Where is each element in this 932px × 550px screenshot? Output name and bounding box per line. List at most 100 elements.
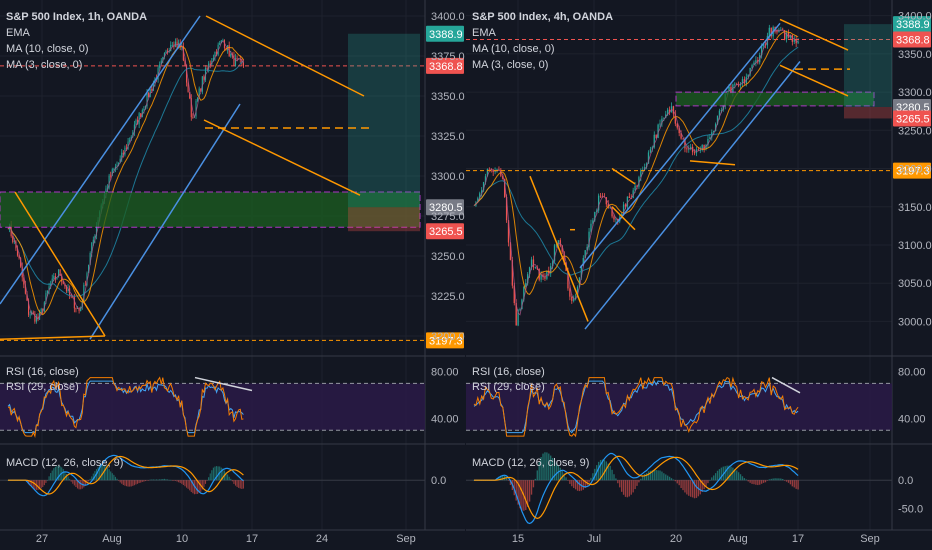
right-flag-a: [611, 167, 636, 185]
left-rsi-tick-label: 80.00: [431, 367, 459, 379]
right-price-tag-text: 3265.5: [896, 113, 930, 125]
left-candle-body: [122, 152, 124, 155]
left-candle-body: [121, 152, 123, 159]
left-x-tick-label: 10: [176, 533, 188, 545]
right-macd-hist-bar: [584, 480, 586, 489]
left-macd-hist-bar: [208, 477, 210, 481]
right-macd-hist-bar: [670, 478, 673, 481]
right-stop-zone: [844, 106, 892, 119]
left-macd-hist-bar: [54, 466, 56, 481]
right-candle-body: [701, 145, 703, 151]
left-macd-hist-bar: [168, 479, 170, 481]
left-candle-body: [20, 257, 22, 267]
right-macd-hist-bar: [653, 469, 655, 481]
right-macd-hist-bar: [705, 480, 707, 487]
left-candle-body: [201, 76, 203, 92]
right-macd-hist-bar: [505, 477, 508, 481]
right-candle-body: [538, 268, 540, 280]
right-price-tag-bg: [893, 110, 931, 127]
right-macd-hist-bar: [638, 480, 640, 483]
left-wedge-bottom: [203, 119, 361, 196]
right-chart-title: S&P 500 Index, 4h, OANDA: [472, 11, 614, 23]
right-candle-body: [728, 86, 730, 91]
right-candle-body: [663, 117, 665, 119]
left-candle-body: [220, 40, 222, 43]
left-macd-hist-bar: [203, 480, 205, 488]
right-price-tag: 3388.9: [893, 16, 931, 33]
left-macd-hist-bar: [45, 480, 47, 483]
right-macd-hist-bar: [690, 480, 692, 497]
right-macd-hist-bar: [548, 453, 550, 481]
right-rsi16-label[interactable]: RSI (16, close): [472, 366, 545, 378]
left-candle-body: [165, 50, 167, 54]
right-macd-hist-bar: [668, 476, 671, 481]
right-candle-body: [749, 67, 751, 75]
left-rsi29-label[interactable]: RSI (29, close): [6, 381, 79, 393]
left-chart-title: S&P 500 Index, 1h, OANDA: [6, 11, 148, 23]
left-candle-body: [84, 284, 86, 286]
left-candle-body: [34, 313, 36, 322]
right-candle-body: [540, 274, 542, 280]
left-macd-hist-bar: [144, 480, 147, 482]
left-legend-ma3[interactable]: MA (3, close, 0): [6, 59, 83, 71]
right-macd-hist-bar: [546, 452, 548, 481]
right-macd-hist-bar: [649, 470, 652, 481]
right-macd-hist-bar: [559, 467, 561, 481]
right-macd-hist-bar: [672, 479, 675, 481]
left-macd-hist-bar: [92, 473, 94, 481]
right-macd-hist-bar: [659, 470, 661, 481]
right-macd-hist-bar: [760, 480, 763, 484]
right-candle-body: [513, 285, 515, 303]
right-candle-body: [640, 170, 642, 178]
right-candle-body: [532, 259, 535, 268]
right-candle-body: [776, 30, 778, 33]
left-legend-ema[interactable]: EMA: [6, 27, 30, 39]
left-macd-label[interactable]: MACD (12, 26, close, 9): [6, 457, 124, 469]
left-candle-body: [234, 58, 237, 66]
left-price-tag: 3368.8: [426, 57, 464, 74]
right-y-tick-label: 3100.0: [898, 240, 932, 252]
left-rsi16-label[interactable]: RSI (16, close): [6, 366, 79, 378]
left-macd-hist-bar: [160, 479, 162, 481]
right-macd-hist-bar: [665, 474, 667, 481]
right-candle-body: [768, 27, 770, 36]
right-candle-body: [693, 152, 696, 154]
right-macd-hist-bar: [597, 461, 600, 481]
right-candle-body: [659, 123, 661, 125]
right-candle-body: [770, 27, 772, 37]
left-macd-hist-bar: [73, 480, 75, 486]
right-macd-tick-label: -50.0: [898, 504, 923, 516]
right-legend-ema[interactable]: EMA: [472, 27, 496, 39]
left-macd-hist-bar: [130, 480, 132, 487]
right-macd-hist-bar: [768, 479, 770, 481]
left-macd-hist-bar: [100, 464, 102, 481]
right-macd-hist-bar: [726, 465, 728, 481]
left-candle-body: [167, 50, 169, 53]
left-x-tick-label: 17: [246, 533, 258, 545]
left-candle-body: [223, 40, 226, 48]
left-candle-body: [88, 264, 90, 274]
left-candle-body: [162, 56, 164, 61]
right-rsi29-label[interactable]: RSI (29, close): [472, 381, 545, 393]
right-candle-body: [665, 114, 667, 118]
left-x-tick-label: Sep: [396, 533, 416, 545]
right-legend-ma10[interactable]: MA (10, close, 0): [472, 43, 555, 55]
left-candle-body: [171, 44, 173, 46]
left-price-tag-text: 3265.5: [429, 226, 463, 238]
right-y-tick-label: 3050.0: [898, 278, 932, 290]
left-background: [0, 0, 465, 550]
right-macd-hist-bar: [643, 474, 646, 481]
left-macd-hist-bar: [83, 480, 85, 488]
left-candle-body: [233, 55, 235, 66]
right-macd-label[interactable]: MACD (12, 26, close, 9): [472, 457, 590, 469]
right-macd-hist-bar: [530, 480, 533, 495]
left-legend-ma10[interactable]: MA (10, close, 0): [6, 43, 89, 55]
right-candle-body: [484, 176, 487, 183]
right-macd-hist-bar: [657, 470, 659, 481]
left-candle-body: [29, 314, 31, 316]
right-candle-body: [527, 274, 529, 284]
left-macd-hist-bar: [42, 480, 44, 487]
right-legend-ma3[interactable]: MA (3, close, 0): [472, 59, 549, 71]
left-macd-hist-bar: [198, 480, 200, 493]
